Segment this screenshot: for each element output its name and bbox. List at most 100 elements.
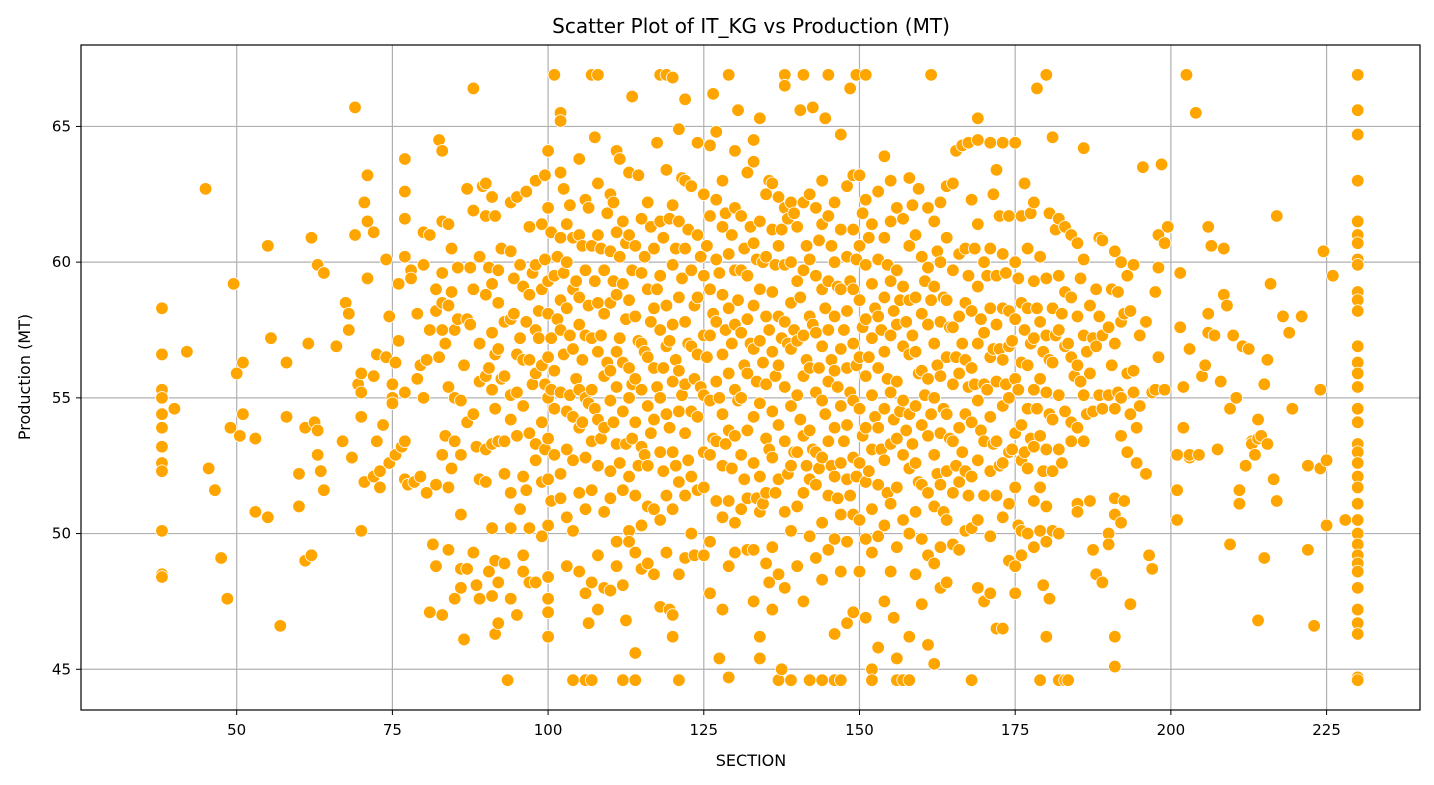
data-point (345, 450, 359, 465)
data-point (226, 277, 241, 291)
data-point (703, 586, 717, 600)
data-point (753, 334, 767, 348)
data-point (669, 459, 683, 473)
data-point (236, 407, 250, 421)
data-point (753, 282, 767, 296)
data-point (899, 423, 913, 438)
data-point (248, 505, 263, 519)
data-point (429, 478, 443, 492)
data-point (883, 214, 898, 229)
data-point (1129, 456, 1144, 470)
data-point (1027, 540, 1041, 554)
data-point (877, 231, 892, 245)
data-point (631, 168, 646, 182)
data-point (644, 315, 658, 329)
y-tick-label: 55 (52, 389, 71, 407)
data-point (1129, 421, 1144, 435)
data-point (1020, 461, 1035, 476)
data-point (700, 239, 714, 253)
data-point (715, 510, 730, 524)
data-point (1058, 404, 1072, 419)
data-point (625, 431, 639, 446)
data-point (939, 293, 954, 307)
data-point (871, 361, 885, 375)
data-point (983, 241, 997, 256)
data-point (690, 136, 705, 150)
data-point (653, 513, 667, 527)
data-point (201, 461, 216, 476)
data-point (924, 68, 938, 82)
data-point (722, 301, 736, 315)
data-point (597, 263, 611, 277)
data-point (999, 266, 1013, 280)
data-point (665, 374, 680, 389)
data-point (591, 459, 605, 473)
data-point (454, 393, 468, 408)
data-point (653, 323, 667, 337)
data-point (778, 380, 792, 394)
data-point (1176, 421, 1191, 435)
data-point (827, 627, 842, 641)
data-point (796, 263, 811, 277)
data-point (908, 399, 923, 413)
data-point (765, 285, 779, 299)
data-point (802, 529, 817, 543)
data-point (613, 456, 627, 470)
data-point (469, 578, 484, 592)
data-point (441, 543, 456, 557)
data-point (335, 434, 350, 448)
data-point (771, 190, 786, 204)
data-point (578, 450, 593, 465)
data-point (1351, 497, 1365, 511)
data-point (292, 499, 306, 514)
data-point (908, 456, 923, 470)
y-tick-label: 50 (52, 525, 71, 543)
data-point (759, 556, 773, 571)
data-point (391, 334, 406, 348)
data-point (684, 469, 699, 484)
data-point (1114, 391, 1128, 405)
data-point (964, 673, 979, 687)
data-point (628, 309, 642, 324)
data-point (1126, 364, 1141, 378)
data-point (672, 404, 686, 419)
data-point (996, 136, 1010, 150)
data-point (1070, 505, 1085, 519)
data-point (946, 176, 960, 191)
data-point (790, 388, 804, 402)
data-point (1039, 442, 1054, 457)
data-point (924, 293, 938, 307)
data-point (883, 274, 898, 288)
data-point (834, 342, 848, 356)
data-point (1101, 320, 1116, 334)
data-point (1108, 336, 1122, 351)
data-point (155, 301, 169, 315)
data-point (1351, 366, 1365, 381)
data-point (690, 228, 705, 242)
data-point (877, 149, 892, 163)
x-tick-label: 150 (845, 721, 874, 739)
data-point (360, 214, 375, 229)
data-point (314, 464, 328, 478)
data-point (603, 491, 618, 505)
data-point (989, 434, 1004, 448)
data-point (613, 250, 627, 264)
data-point (329, 339, 344, 353)
data-point (921, 638, 935, 652)
data-point (613, 331, 627, 345)
x-tick-label: 175 (1001, 721, 1030, 739)
data-point (1039, 499, 1054, 514)
data-point (310, 448, 325, 462)
data-point (547, 402, 562, 416)
x-axis-ticks: 50 75 100 125 150 175 200 225 (227, 710, 1341, 739)
data-point (996, 247, 1010, 261)
data-point (883, 328, 898, 343)
data-point (709, 193, 723, 207)
data-point (1073, 374, 1088, 389)
data-point (628, 488, 642, 503)
data-point (728, 144, 742, 158)
data-point (971, 133, 985, 147)
data-point (600, 206, 614, 220)
data-point (522, 426, 537, 440)
data-point (497, 369, 512, 383)
